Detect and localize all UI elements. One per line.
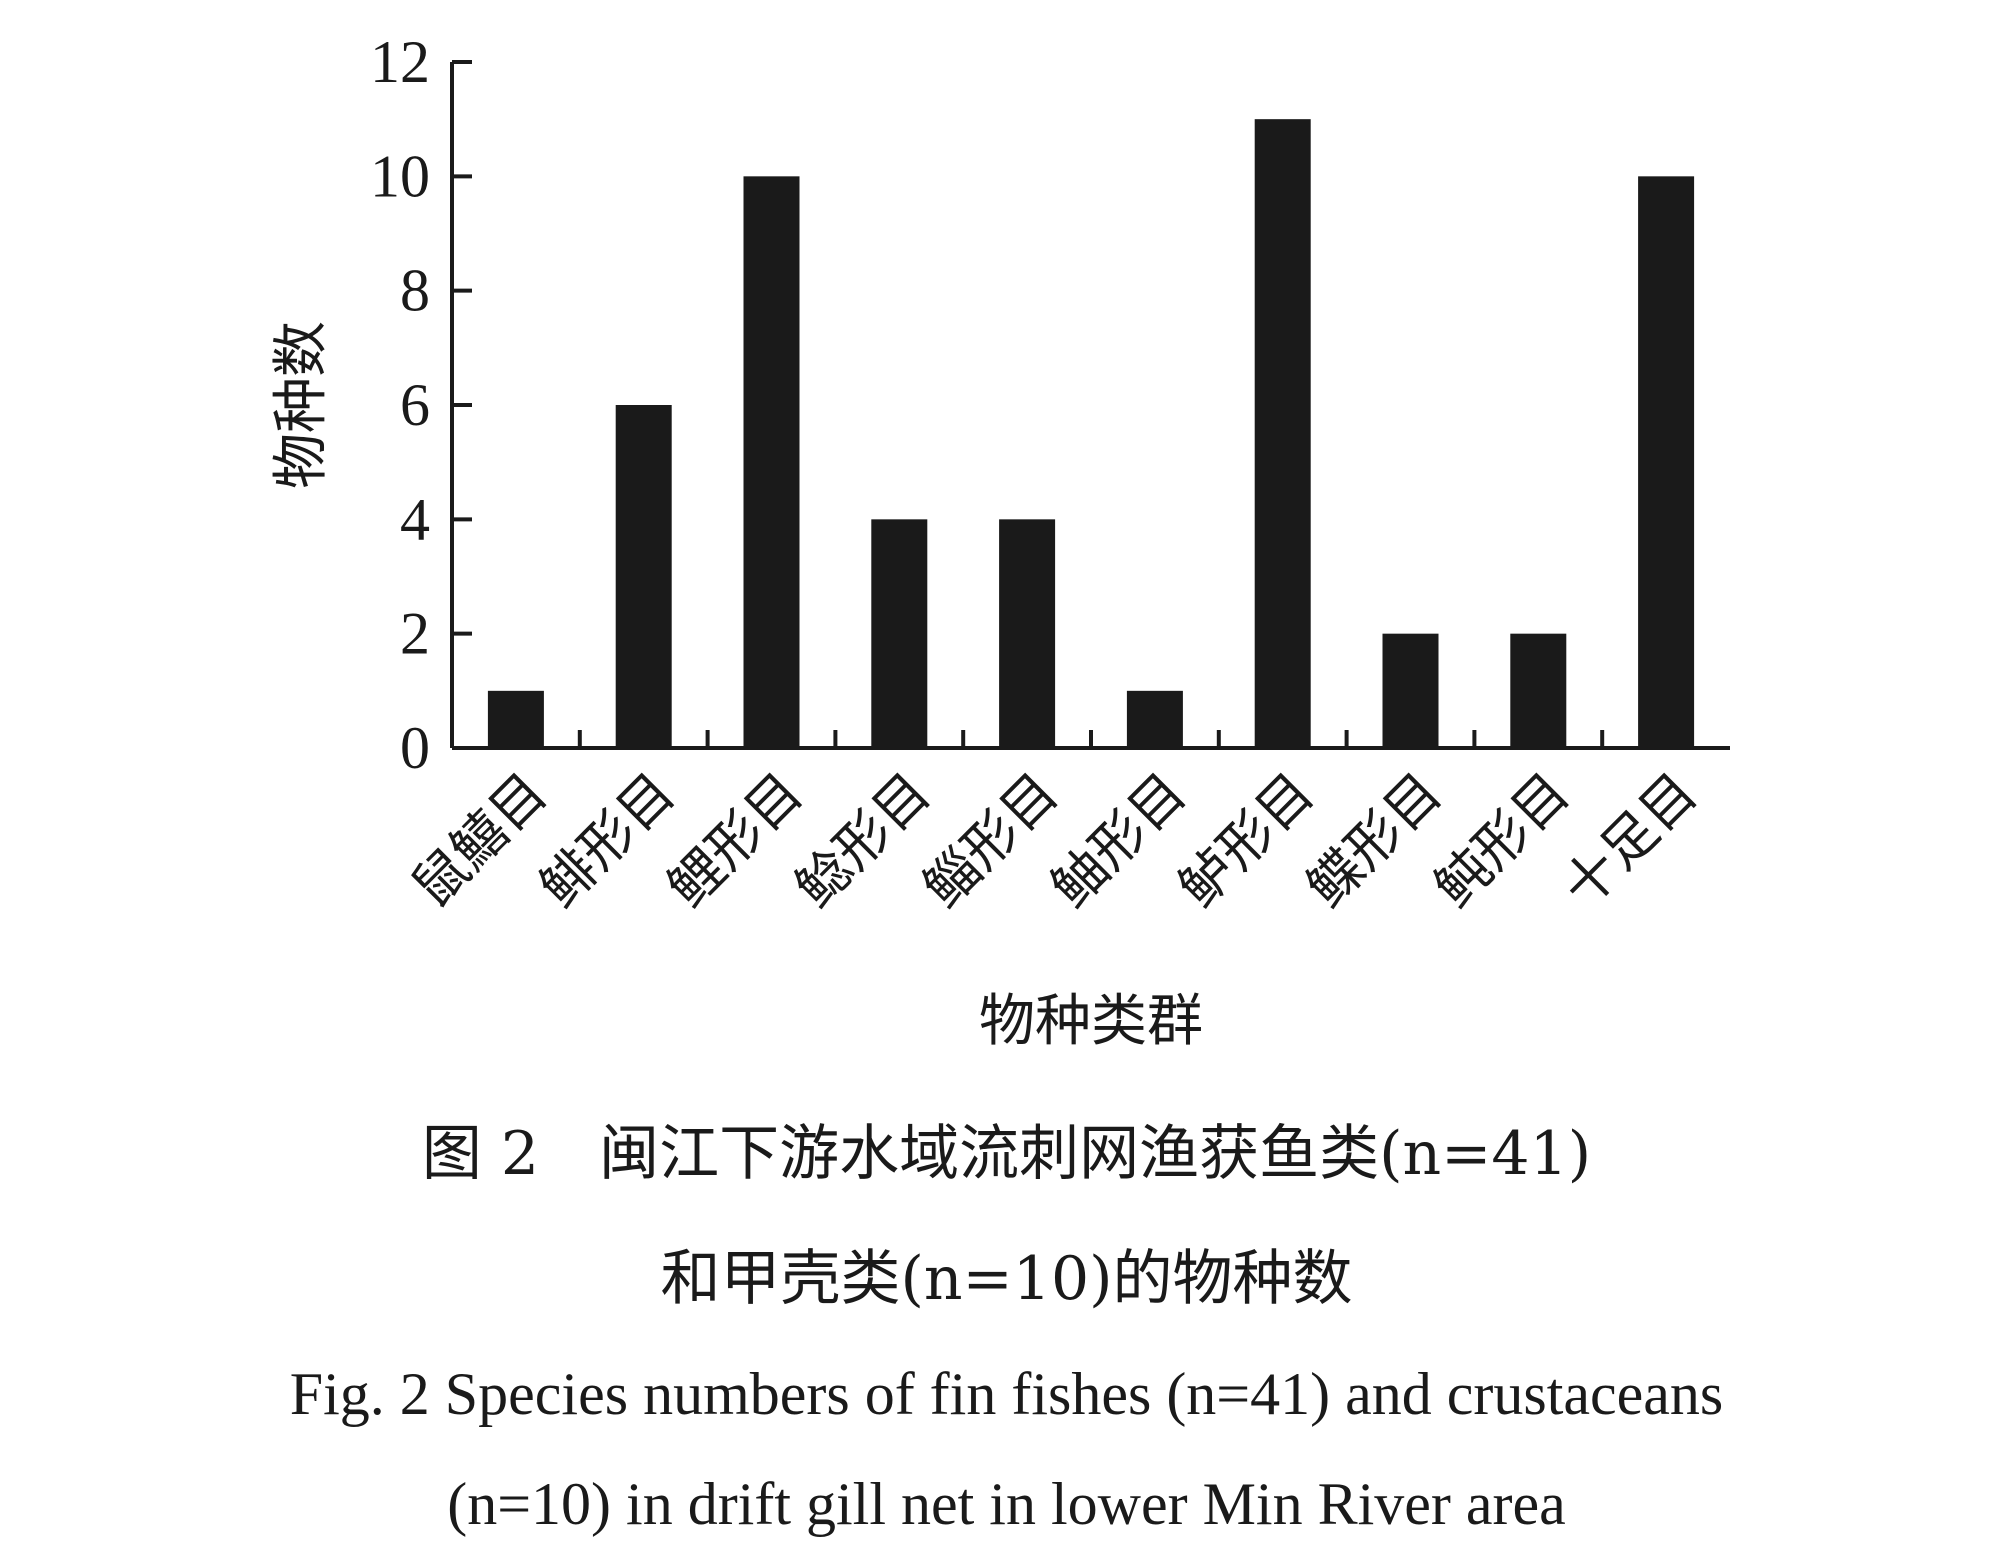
- bars: [487, 119, 1695, 749]
- y-tick-label: 8: [400, 258, 430, 324]
- y-tick-label: 4: [400, 486, 430, 552]
- bar-3: [743, 176, 800, 749]
- y-axis-ticks: 0 2 4 6 8 10 12: [370, 29, 472, 781]
- bar-6: [1126, 690, 1183, 748]
- x-axis-ticks: [577, 730, 1605, 748]
- category-label-2: 鲱形目: [528, 761, 687, 920]
- category-label-10: 十足目: [1550, 761, 1709, 920]
- category-label-6: 鲉形目: [1039, 761, 1198, 920]
- category-label-8: 鲽形目: [1295, 761, 1454, 920]
- bar-5: [999, 519, 1056, 748]
- category-label-1: 鼠鱚目: [400, 761, 559, 920]
- bar-9: [1510, 633, 1567, 748]
- bar-10: [1638, 176, 1695, 749]
- bar-2: [615, 405, 672, 748]
- x-axis-title: 物种类群: [979, 989, 1203, 1054]
- caption-en-line1: Fig. 2 Species numbers of fin fishes (n=…: [289, 1361, 1724, 1427]
- caption-cn-line2: 和甲壳类(n=10)的物种数: [660, 1244, 1353, 1314]
- bar-1: [487, 690, 544, 748]
- caption-cn-line1: 图 2 闽江下游水域流刺网渔获鱼类(n=41): [421, 1119, 1592, 1189]
- category-label-7: 鲈形目: [1167, 761, 1326, 920]
- category-label-4: 鲶形目: [783, 761, 942, 920]
- caption-en-line2: (n=10) in drift gill net in lower Min Ri…: [447, 1471, 1566, 1537]
- bar-4: [871, 519, 928, 748]
- y-tick-label: 2: [400, 601, 430, 667]
- category-label-9: 鲀形目: [1422, 761, 1581, 920]
- bar-7: [1254, 119, 1311, 748]
- y-tick-label: 0: [400, 715, 430, 781]
- y-tick-label: 6: [400, 372, 430, 438]
- y-tick-label: 10: [370, 143, 430, 209]
- category-label-5: 鲻形目: [911, 761, 1070, 920]
- category-label-3: 鲤形目: [656, 761, 815, 920]
- y-tick-label: 12: [370, 29, 430, 95]
- bar-8: [1382, 633, 1439, 748]
- bar-chart: 0 2 4 6 8 10 12 鼠鱚目鲱形目鲤形目鲶形目鲻形目鲉形目鲈形目鲽形目鲀形目十足目…: [269, 29, 1730, 1054]
- y-axis-title: 物种数: [269, 321, 334, 489]
